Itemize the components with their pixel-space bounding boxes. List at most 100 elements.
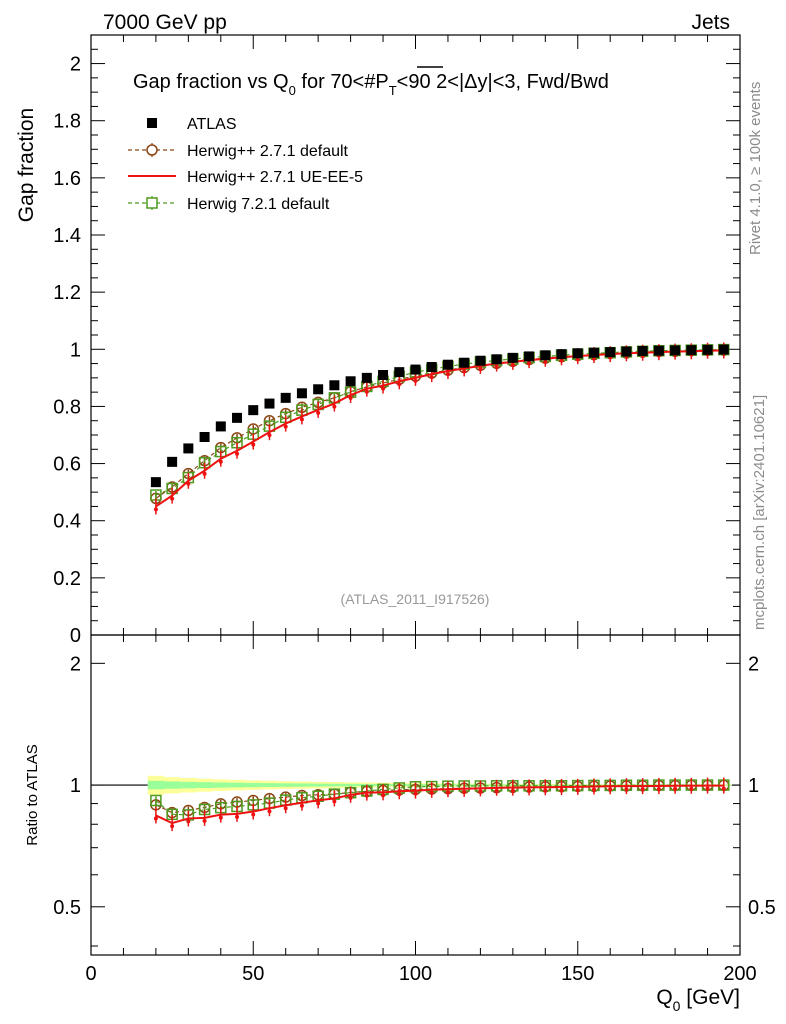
ue-ee5-point	[283, 806, 288, 811]
atlas-data-point	[475, 355, 486, 366]
ue-ee5-point	[673, 786, 678, 791]
atlas-data-point	[442, 359, 453, 370]
ue-ee5-point	[397, 792, 402, 797]
legend-square-marker	[146, 197, 158, 209]
ue-ee5-point	[510, 788, 515, 793]
atlas-data-point	[199, 432, 210, 442]
x-tick-label: 50	[242, 963, 264, 985]
ue-ee5-point	[413, 791, 418, 796]
ratio-band-inner	[147, 780, 165, 790]
atlas-data-point	[426, 362, 437, 372]
mcplots-credit-text: mcplots.cern.ch [arXiv:2401.10621]	[751, 395, 768, 630]
ratio-y-tick-label: 0.5	[53, 897, 81, 919]
x-tick-label: 150	[561, 963, 594, 985]
ue-ee5-point	[316, 801, 321, 806]
ratio-y-tick-label-right: 0.5	[748, 897, 776, 919]
x-tick-label: 0	[85, 963, 96, 985]
ratio-band-inner	[310, 783, 327, 787]
ue-ee5-point	[348, 396, 353, 400]
herwig7-default-point	[150, 794, 162, 807]
ratio-band-inner	[326, 783, 343, 787]
legend-label: Herwig 7.2.1 default	[187, 196, 330, 213]
ue-ee5-point	[316, 410, 321, 415]
atlas-data-point	[459, 357, 470, 368]
ue-ee5-point	[640, 787, 645, 792]
atlas-data-point	[232, 412, 243, 423]
atlas-data-point	[280, 392, 291, 403]
ue-ee5-point	[348, 795, 353, 800]
ue-ee5-point	[624, 787, 629, 792]
ue-ee5-point	[235, 814, 240, 819]
ue-ee5-point	[170, 824, 175, 829]
ratio-y-axis-label: Ratio to ATLAS	[24, 744, 41, 845]
ue-ee5-point	[494, 788, 499, 793]
ue-ee5-point	[170, 496, 175, 501]
ue-ee5-point	[462, 369, 467, 374]
ue-ee5-point	[527, 788, 532, 793]
legend: ATLAS Herwig++ 2.7.1 default Herwig++ 2.7.…	[128, 116, 363, 213]
atlas-data-point	[702, 344, 713, 355]
legend-circle-marker	[146, 144, 158, 156]
atlas-data-point	[491, 354, 502, 365]
ue-ee5-point	[656, 786, 661, 791]
atlas-data-point	[215, 421, 226, 432]
ue-ee5-point	[543, 788, 548, 793]
ue-ee5-point	[462, 789, 467, 794]
ue-ee5-point	[251, 442, 256, 447]
y-tick-label: 1	[70, 339, 81, 361]
y-tick-label: 0	[70, 625, 81, 647]
x-tick-label: 100	[399, 963, 432, 985]
ue-ee5-point	[332, 404, 337, 409]
legend-label: Herwig++ 2.7.1 default	[187, 143, 349, 160]
header-energy: 7000 GeV pp	[103, 11, 227, 34]
ratio-band-inner	[164, 781, 181, 789]
analysis-watermark: (ATLAS_2011_I917526)	[341, 591, 490, 607]
atlas-data-point	[394, 367, 405, 378]
ue-ee5-point	[186, 819, 191, 824]
atlas-data-point	[540, 350, 551, 361]
ue-ee5-point	[705, 786, 710, 791]
main-axes: 0 0.2 0.4 0.6 0.8 1 1.2 1.4 1.6 1.8 2	[53, 34, 741, 647]
atlas-data-point	[167, 456, 178, 467]
ue-ee5-point	[381, 793, 386, 798]
ue-ee5-point	[429, 375, 434, 380]
ue-ee5-point	[510, 362, 515, 367]
ue-ee5-point	[413, 378, 418, 383]
ue-ee5-point	[445, 790, 450, 795]
x-axis-label: Q0 [GeV]	[656, 986, 740, 1014]
ue-ee5-point	[543, 359, 548, 364]
ue-ee5-line	[155, 784, 724, 825]
ue-ee5-point	[267, 433, 272, 438]
ue-ee5-point	[153, 507, 158, 512]
ratio-band-inner	[261, 783, 278, 788]
ue-ee5-point	[299, 417, 304, 422]
legend-label: Herwig++ 2.7.1 UE-EE-5	[187, 169, 363, 186]
ue-ee5-point	[527, 361, 532, 366]
ratio-band-inner	[245, 782, 262, 788]
ue-ee5-point	[494, 364, 499, 369]
x-tick-label: 200	[723, 963, 756, 985]
atlas-data-point	[588, 347, 599, 358]
atlas-data-point	[507, 352, 518, 363]
ue-ee5-point	[689, 786, 694, 791]
atlas-data-point	[718, 344, 729, 355]
atlas-data-point	[653, 345, 664, 356]
main-series	[150, 342, 730, 515]
atlas-data-point	[361, 372, 372, 383]
ratio-y-tick-label-right: 1	[748, 775, 759, 797]
ratio-band-inner	[342, 783, 359, 787]
ue-ee5-point	[202, 471, 207, 476]
y-tick-label: 0.6	[53, 454, 81, 476]
ue-ee5-point	[559, 358, 564, 363]
ue-ee5-point	[218, 815, 223, 820]
ue-ee5-point	[235, 451, 240, 456]
atlas-data-point	[329, 380, 340, 391]
atlas-data-point	[410, 364, 421, 375]
y-tick-label: 1.6	[53, 168, 81, 190]
y-tick-label: 1.8	[53, 111, 81, 133]
ue-ee5-point	[218, 459, 223, 464]
plot-title: Gap fraction vs Q0 for 70<#PT<90 2<|Δy|<…	[133, 71, 609, 98]
ue-ee5-point	[429, 790, 434, 795]
atlas-data-point	[183, 443, 194, 454]
atlas-data-point	[345, 376, 356, 387]
